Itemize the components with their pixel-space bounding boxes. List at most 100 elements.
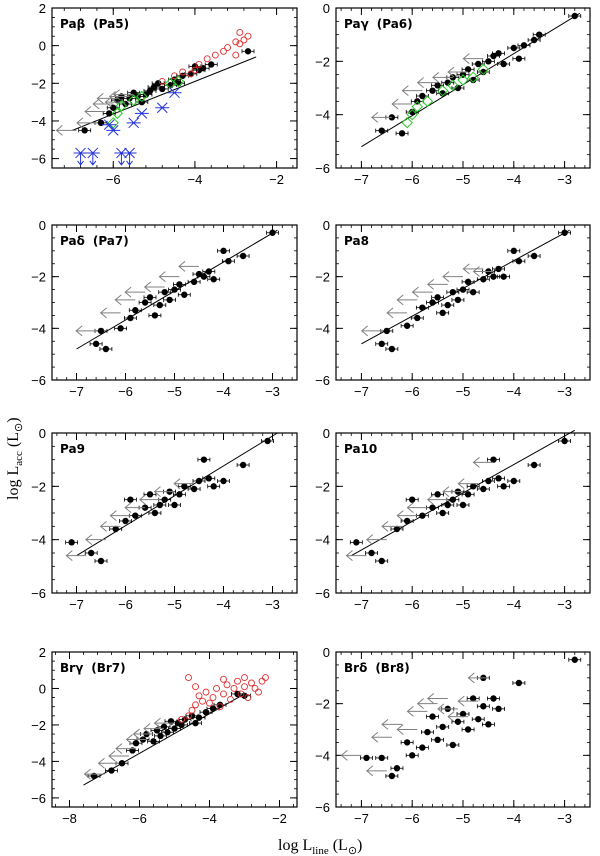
data-point <box>102 345 110 353</box>
panel-title-line: Paγ <box>344 17 369 31</box>
upper-limit-arrow <box>366 534 387 546</box>
panel-frame <box>335 224 591 381</box>
data-point <box>190 278 198 286</box>
x-tick-label: −5 <box>167 384 182 399</box>
red-open-circle <box>211 51 219 59</box>
data-point <box>68 539 75 546</box>
data-point <box>156 301 163 309</box>
data-point <box>220 247 227 255</box>
data-point <box>118 760 126 767</box>
y-tick-label: −2 <box>315 697 330 712</box>
data-point <box>176 281 183 288</box>
data-point <box>363 754 370 762</box>
red-open-circle <box>195 61 203 68</box>
data-point <box>241 692 248 699</box>
blue-cross <box>73 147 88 159</box>
x-tick-label: −7 <box>354 811 369 826</box>
panel-5: −7 −6 −5 −4 −3 −6 −4 −2 0 Pa9 <box>31 426 298 612</box>
x-tick-label: −6 <box>405 172 420 187</box>
upper-limit-arrow <box>401 85 423 97</box>
x-tick-label: −7 <box>354 597 369 612</box>
green-diamond <box>421 95 434 108</box>
panel-1: −6 −4 −2 −6 −4 −2 0 2 Paβ (Pa5) <box>31 1 298 187</box>
upper-limit-arrow <box>109 510 131 522</box>
panel-frame <box>51 7 298 169</box>
data-point <box>444 301 451 309</box>
upper-limit-arrow <box>345 550 367 562</box>
data-point <box>429 713 436 720</box>
data-point <box>439 723 446 731</box>
panel-title-alias: (Br7) <box>91 661 125 675</box>
upper-limit-arrow <box>92 98 114 110</box>
upper-limit-arrow <box>84 106 106 117</box>
panel-title-alias: (Pa5) <box>93 17 129 31</box>
data-point <box>530 36 538 44</box>
data-point <box>239 252 247 260</box>
data-point <box>132 739 140 747</box>
y-tick-label: 0 <box>323 1 330 16</box>
red-open-circle <box>191 66 199 74</box>
data-point <box>264 437 271 445</box>
upper-limit-arrow <box>442 486 463 498</box>
panel-title-alias: (Pa7) <box>93 234 129 248</box>
data-point <box>205 475 212 482</box>
data-point <box>383 327 390 335</box>
data-point <box>439 90 446 97</box>
x-tick-label: −5 <box>167 597 182 612</box>
x-tick-label: −4 <box>216 597 231 612</box>
y-tick-label: −4 <box>31 321 46 336</box>
upper-limit-arrow <box>112 89 134 100</box>
upper-limit-arrow <box>143 723 164 734</box>
data-point <box>81 127 88 134</box>
data-point <box>434 294 441 301</box>
data-point <box>536 31 543 38</box>
x-tick-label: −5 <box>456 172 471 187</box>
data-point <box>510 247 517 255</box>
upper-limit-arrow <box>65 550 87 562</box>
data-point <box>530 461 538 469</box>
y-tick-label: 0 <box>323 218 330 233</box>
x-tick-label: −4 <box>202 811 217 826</box>
y-tick-label: −6 <box>31 373 46 388</box>
upper-limit-arrow <box>97 757 119 769</box>
red-open-circle <box>227 695 234 703</box>
x-axis-title-unit: (L <box>333 837 348 854</box>
y-tick-label: 2 <box>39 1 46 16</box>
blue-cross <box>155 102 170 114</box>
data-point <box>490 273 497 280</box>
upper-limit-arrow <box>173 478 195 490</box>
data-point <box>469 695 477 702</box>
red-open-circle <box>179 68 187 76</box>
data-point <box>459 710 467 718</box>
data-point <box>150 738 157 745</box>
data-point <box>151 509 159 517</box>
red-open-circle <box>171 72 178 80</box>
data-point <box>157 732 164 740</box>
y-tick-label: −2 <box>315 54 330 69</box>
red-open-circle <box>213 685 220 692</box>
data-point <box>434 82 441 89</box>
y-tick-label: 0 <box>323 645 330 660</box>
x-tick-label: −3 <box>265 597 280 612</box>
green-diamond <box>136 90 148 103</box>
data-point <box>127 314 134 322</box>
data-point <box>403 739 411 746</box>
blue-down-arrow <box>77 152 84 166</box>
upper-limit-arrow <box>139 494 160 506</box>
fit-line <box>350 429 576 557</box>
upper-limit-arrow <box>426 494 448 506</box>
x-tick-label: −3 <box>557 384 572 399</box>
red-open-circle <box>230 685 238 692</box>
red-open-circle <box>232 51 240 59</box>
data-point <box>108 767 115 774</box>
data-point <box>200 456 208 463</box>
data-point <box>459 286 467 293</box>
x-tick-label: −6 <box>132 811 147 826</box>
data-point <box>150 83 158 91</box>
data-point <box>181 483 188 490</box>
data-point <box>424 728 431 736</box>
y-tick-label: −4 <box>31 533 46 548</box>
x-tick-label: −6 <box>118 384 133 399</box>
panel-title: Paδ (Pa7) <box>60 234 129 248</box>
